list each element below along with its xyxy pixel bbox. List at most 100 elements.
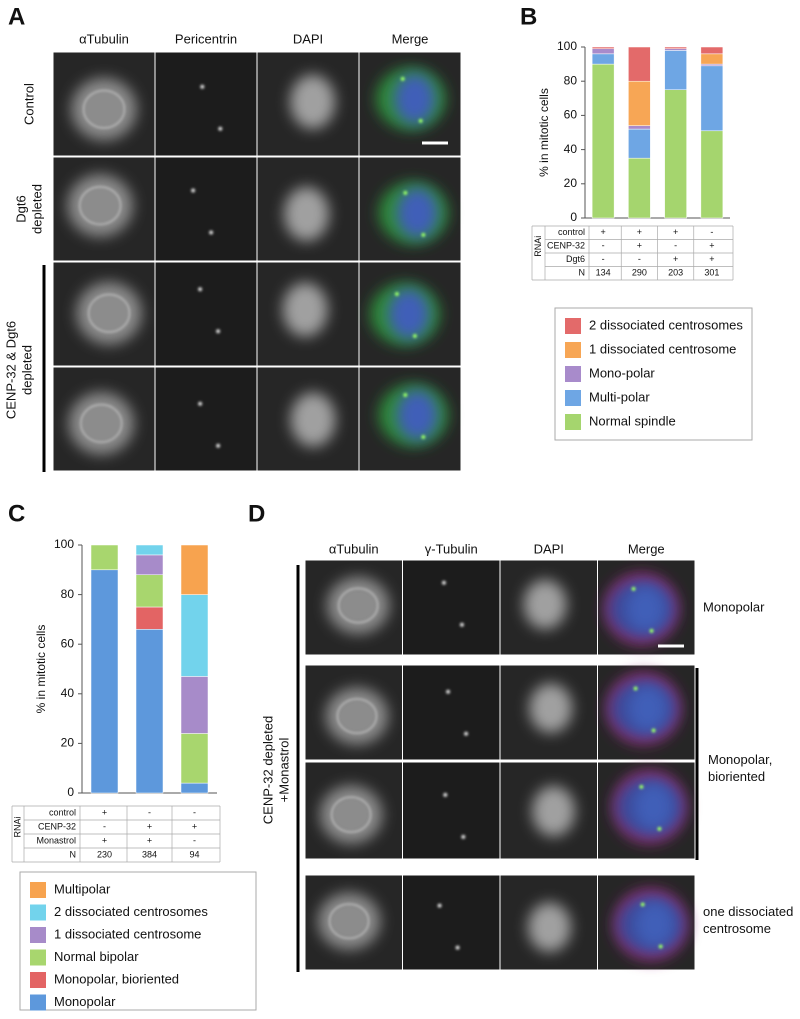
centrosome-dot (198, 401, 203, 406)
spindle (68, 392, 134, 455)
spindle (319, 785, 383, 844)
table-cell: - (674, 241, 677, 251)
table-cell: 301 (704, 268, 719, 278)
spindle-core (82, 89, 126, 129)
spindle-core (328, 903, 370, 940)
bar-segment (628, 125, 651, 130)
y-tick-label: 60 (61, 636, 75, 650)
micrograph (358, 366, 462, 472)
table-group-label: RNAi (12, 816, 22, 837)
centrosome-dot (403, 393, 408, 398)
bar-segment (591, 48, 615, 55)
table-cell: + (600, 227, 605, 237)
bar-segment (628, 157, 651, 219)
column-label: γ-Tubulin (425, 541, 478, 556)
bar-segment (180, 676, 209, 734)
table-cell: + (102, 807, 107, 817)
centrosome-dot (216, 443, 221, 448)
y-axis-label: % in mitotic cells (34, 625, 48, 714)
legend-swatch (565, 390, 581, 406)
row-label: Control (21, 83, 36, 125)
spindle-core (336, 698, 378, 734)
row-label: bioriented (708, 769, 765, 784)
table-cell: - (103, 821, 106, 831)
legend-swatch (30, 904, 46, 921)
micrograph (402, 761, 501, 860)
table-cell: + (102, 835, 107, 845)
micrograph (358, 261, 462, 367)
micrograph (256, 51, 360, 157)
table-cell: + (673, 254, 678, 264)
bar-segment (90, 544, 119, 571)
panel-letter: D (248, 500, 265, 527)
image-background (154, 261, 258, 367)
merge-blue (635, 901, 675, 948)
legend-label: 2 dissociated centrosomes (589, 317, 743, 332)
chromatin (523, 579, 567, 630)
micrograph (304, 761, 403, 860)
row-label: Monopolar, (708, 752, 772, 767)
centrosome-dot (651, 728, 656, 733)
bar-segment (180, 782, 209, 794)
table-row-label: Monastrol (36, 835, 76, 845)
bar-segment (700, 130, 724, 219)
micrograph (597, 664, 696, 761)
centrosome-dot (198, 287, 203, 292)
spindle (71, 78, 137, 141)
legend-label: Normal spindle (589, 413, 676, 428)
column-label: Pericentrin (175, 31, 237, 46)
centrosome-dot (437, 903, 442, 908)
legend-swatch (565, 366, 581, 382)
micrograph (256, 261, 360, 367)
legend-swatch (30, 882, 46, 898)
y-tick-label: 0 (67, 785, 74, 799)
bar-segment (700, 46, 724, 55)
centrosome-dot (403, 190, 408, 195)
bar-segment (135, 554, 164, 576)
panel-letter: B (520, 3, 537, 30)
bar-segment (135, 574, 164, 608)
centrosome-dot (441, 580, 446, 585)
image-background (154, 366, 258, 472)
centrosome-dot (209, 230, 214, 235)
table-row-label: control (49, 807, 76, 817)
micrograph (154, 51, 258, 157)
micrograph (52, 51, 156, 157)
row-label: one dissociated (703, 904, 793, 919)
micrograph (499, 664, 598, 761)
table-cell: 94 (189, 849, 199, 859)
legend-box (554, 307, 753, 441)
legend-swatch (565, 318, 581, 334)
y-tick-label: 100 (54, 537, 74, 551)
table-cell: 230 (97, 849, 112, 859)
bar-segment (135, 544, 164, 556)
micrograph (256, 156, 360, 262)
bar-segment (664, 50, 687, 90)
centrosome-dot (421, 232, 426, 237)
column-label: Merge (392, 31, 429, 46)
merge-blue (633, 783, 673, 831)
micrograph (304, 664, 403, 761)
y-tick-label: 40 (564, 142, 578, 156)
y-tick-label: 40 (61, 686, 75, 700)
micrograph (597, 874, 696, 971)
column-label: Merge (628, 541, 665, 556)
centrosome-dot (200, 84, 205, 89)
centrosome-dot (657, 826, 662, 831)
chromatin (290, 74, 336, 129)
legend-label: 1 dissociated centrosome (589, 341, 736, 356)
table-cell: - (148, 807, 151, 817)
spindle-core (80, 403, 123, 443)
table-cell: 203 (668, 268, 683, 278)
table-cell: - (193, 835, 196, 845)
bar-segment (664, 89, 687, 219)
spindle (76, 282, 142, 345)
centrosome-dot (464, 731, 469, 736)
y-axis-label: % in mitotic cells (537, 88, 551, 177)
bar-segment (664, 46, 687, 49)
table-row-label: control (558, 227, 585, 237)
micrograph (358, 156, 462, 262)
legend-label: Monopolar, bioriented (54, 971, 179, 986)
